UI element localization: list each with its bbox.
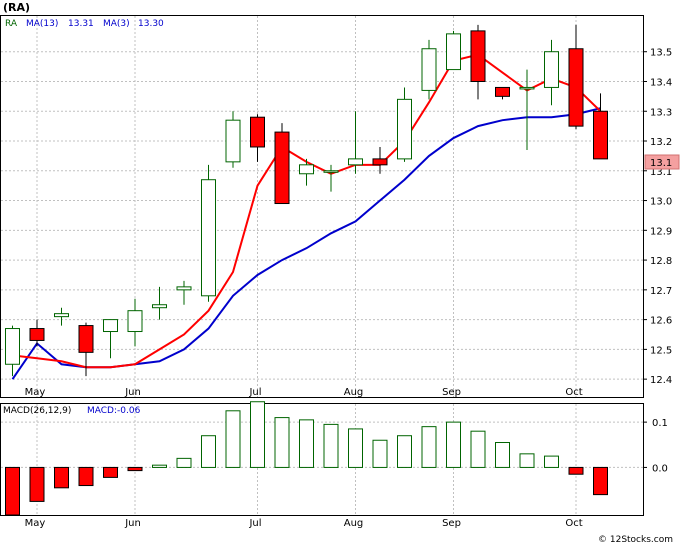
candle-layer [5,24,608,377]
macd-bar [176,457,192,468]
macd-bar [495,442,510,468]
candle-body [446,33,461,71]
macd-bar [127,466,143,472]
legend-ma13-value: 13.31 [68,19,94,29]
price-tick-label: 13.3 [650,107,672,118]
candle-body [274,131,290,205]
axis-label-layer: 12.4 12.5 12.6 12.7 12.8 12.9 13.0 13.1 13.2 13.3… [25,48,673,529]
macd-bar [274,417,290,468]
price-tick-label: 12.4 [650,375,672,386]
candle-body [176,286,192,291]
macd-bar [5,466,20,516]
macd-bar [78,466,94,487]
price-tick-label: 13.0 [650,197,672,208]
price-tick-label: 12.9 [650,226,672,237]
candle-body [152,304,167,309]
legend-macd-params: MACD(26,12,9) [3,406,71,416]
candle-body [593,110,608,160]
candle-body [29,328,45,341]
price-tick-label: 12.6 [650,316,672,327]
macd-tick-label: 0.1 [652,418,668,429]
candle-body [544,51,559,88]
candle-body [250,116,265,148]
candle-body [348,158,363,166]
price-x-tick-label: Jun [124,387,141,398]
candle-body [54,313,69,318]
macd-bar [225,410,241,468]
candle-body [470,30,486,82]
macd-x-tick-label: Oct [565,518,582,529]
candle-body [201,179,216,297]
macd-bar [470,430,486,468]
price-x-tick-label: Aug [344,387,364,398]
candle-body [495,86,510,97]
chart-title: (RA) [3,1,30,14]
macd-bar [29,466,45,502]
macd-bar [54,466,69,489]
legend-ma13-label: MA(13) [26,19,58,29]
candle-body [323,170,339,173]
legend-ticker: RA [5,19,18,29]
price-tick-label: 13.1 [650,167,672,178]
price-panel-frame [0,15,644,398]
candle-body [299,164,314,175]
price-tick-label: 13.2 [650,137,672,148]
candle-body [519,86,535,90]
price-x-tick-label: May [25,387,46,398]
macd-bar [372,439,388,468]
macd-x-tick-label: Sep [442,518,461,529]
macd-bar [593,466,608,496]
price-tick-label: 12.7 [650,286,672,297]
candle-body [103,319,118,333]
macd-bar [103,466,118,478]
macd-bar [250,401,265,468]
legend-macd-value: MACD:-0.06 [87,406,141,416]
macd-bar [299,419,314,468]
price-x-tick-label: Jul [248,387,261,398]
candle-body [78,325,94,353]
legend-ma3-value: 13.30 [138,19,164,29]
macd-x-tick-label: Jun [124,518,141,529]
price-x-tick-label: Sep [442,387,461,398]
price-tag: 13.1 [650,158,672,169]
price-x-tick-label: Oct [565,387,582,398]
macd-x-tick-label: Aug [344,518,364,529]
macd-bar [348,428,363,468]
candle-body [5,328,20,365]
macd-bar [568,466,584,475]
macd-bar [323,423,339,468]
legend-ma3-label: MA(3) [103,19,130,29]
candle-body [372,158,388,166]
macd-x-tick-label: May [25,518,46,529]
macd-bar [201,435,216,468]
candle-body [127,310,143,333]
price-tick-label: 13.5 [650,48,672,59]
macd-bar-layer [5,401,608,516]
macd-bar [544,455,559,468]
candle-body [397,98,412,160]
candle-body [568,48,584,127]
candle-body [225,119,241,163]
macd-bar [519,453,535,468]
macd-x-tick-label: Jul [248,518,261,529]
price-tick-label: 13.4 [650,77,672,88]
price-tick-label: 12.8 [650,256,672,267]
macd-bar [397,435,412,468]
price-tag-bg [644,154,680,170]
macd-bar [152,464,167,468]
macd-bar [446,421,461,468]
candle-body [421,48,437,91]
macd-bar [421,426,437,468]
watermark: © 12Stocks.com [598,535,673,545]
price-tick-label: 12.5 [650,345,672,356]
macd-tick-label: 0.0 [652,463,668,474]
